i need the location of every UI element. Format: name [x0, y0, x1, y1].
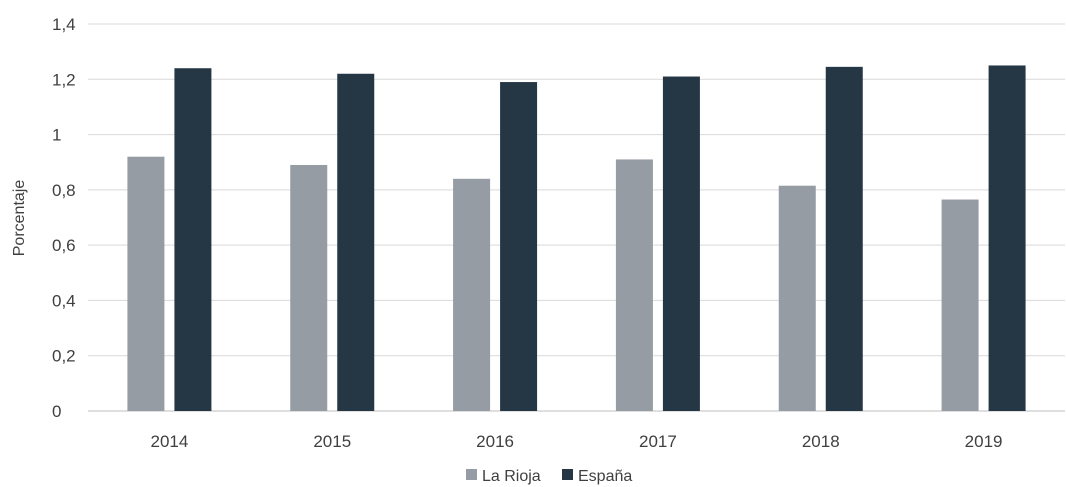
legend-label-1: España	[578, 468, 632, 485]
gridlines	[88, 23, 1065, 412]
bar-espa-a-2019	[988, 65, 1026, 411]
x-tick-label: 2019	[965, 432, 1003, 451]
y-axis-title: Porcentaje	[11, 180, 28, 257]
y-tick-label: 1,4	[52, 15, 76, 34]
x-tick-label: 2017	[639, 432, 677, 451]
bar-la-rioja-2019	[941, 199, 979, 411]
y-tick-label: 0,2	[52, 347, 76, 366]
y-axis-ticks: 0 0,2 0,4 0,6 0,8 1 1,2 1,4	[52, 15, 76, 421]
y-tick-label: 1	[52, 126, 61, 145]
bar-la-rioja-2017	[615, 159, 653, 411]
y-tick-label: 0	[52, 402, 61, 421]
y-tick-label: 0,4	[52, 291, 76, 310]
bar-la-rioja-2016	[453, 178, 491, 411]
bar-espa-a-2015	[337, 73, 375, 411]
bar-la-rioja-2018	[778, 185, 816, 411]
y-tick-label: 0,6	[52, 236, 76, 255]
legend-label-0: La Rioja	[482, 468, 541, 485]
bars	[127, 65, 1026, 412]
x-tick-label: 2016	[476, 432, 514, 451]
bar-espa-a-2018	[825, 66, 863, 411]
bar-la-rioja-2014	[127, 156, 165, 411]
y-tick-label: 1,2	[52, 70, 76, 89]
y-tick-label: 0,8	[52, 181, 76, 200]
bar-espa-a-2016	[500, 82, 538, 412]
bar-espa-a-2017	[662, 76, 700, 412]
legend: La Rioja España	[466, 468, 632, 485]
bar-espa-a-2014	[174, 68, 212, 411]
bar-la-rioja-2015	[290, 164, 328, 411]
x-tick-label: 2018	[802, 432, 840, 451]
x-tick-label: 2014	[151, 432, 189, 451]
legend-swatch-1	[562, 469, 573, 480]
x-axis-ticks: 2014 2015 2016 2017 2018 2019	[151, 432, 1003, 451]
x-tick-label: 2015	[313, 432, 351, 451]
legend-swatch-0	[466, 469, 477, 480]
